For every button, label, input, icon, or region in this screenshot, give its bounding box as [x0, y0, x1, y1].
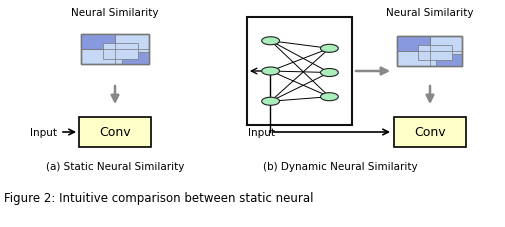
Bar [103, 44, 138, 60]
Text: (a) Static Neural Similarity: (a) Static Neural Similarity [46, 161, 184, 171]
Circle shape [261, 38, 279, 46]
Bar [397, 37, 429, 52]
Bar [81, 35, 115, 50]
Circle shape [261, 68, 279, 76]
Bar [79, 118, 150, 147]
Text: Neural Similarity: Neural Similarity [385, 8, 473, 18]
Circle shape [261, 98, 279, 106]
Text: Neural Similarity: Neural Similarity [71, 8, 159, 18]
Circle shape [320, 93, 338, 101]
Bar [436, 55, 462, 66]
Bar [417, 46, 451, 61]
Text: Input: Input [30, 127, 57, 137]
Text: Figure 2: Intuitive comparison between static neural: Figure 2: Intuitive comparison between s… [4, 191, 313, 204]
Circle shape [320, 45, 338, 53]
Circle shape [320, 69, 338, 77]
Bar [122, 53, 148, 65]
Bar [397, 37, 462, 66]
Text: Conv: Conv [414, 126, 445, 139]
Bar [397, 37, 462, 66]
Text: Conv: Conv [99, 126, 131, 139]
Bar [81, 35, 148, 65]
Text: (b) Dynamic Neural Similarity: (b) Dynamic Neural Similarity [262, 161, 417, 171]
Bar [81, 35, 148, 65]
Text: Input: Input [247, 127, 274, 137]
Bar [393, 118, 465, 147]
Bar [247, 18, 352, 126]
